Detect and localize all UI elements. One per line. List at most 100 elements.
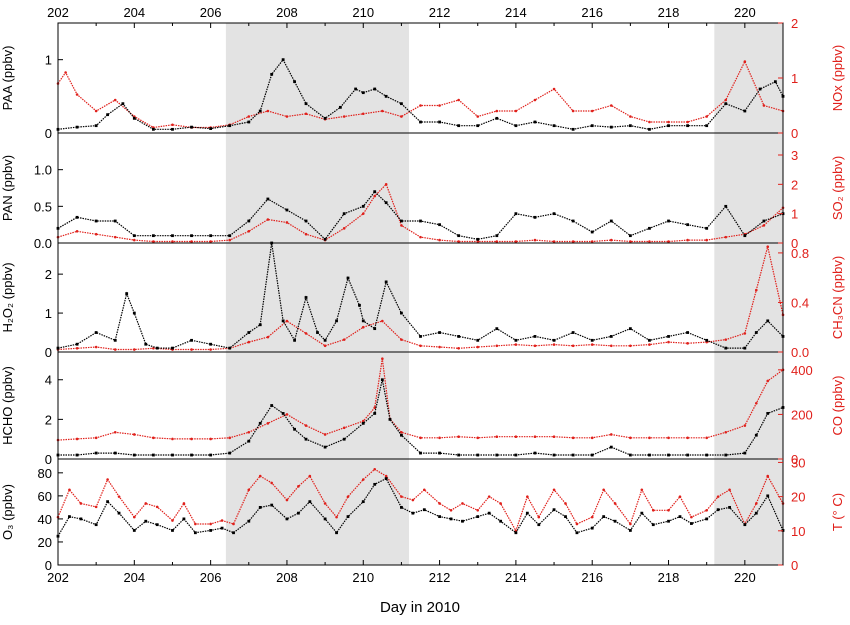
panel-4-right-point xyxy=(552,488,556,492)
panel-0-right-point xyxy=(361,112,365,116)
panel-3-right-tick-label: 200 xyxy=(791,407,813,422)
panel-3-left-point xyxy=(571,453,575,457)
panel-0-left-point xyxy=(514,124,518,128)
panel-3-right-point xyxy=(629,436,632,440)
panel-4-right-point xyxy=(602,488,605,492)
panel-4-left-point xyxy=(590,526,594,530)
panel-0-right-point xyxy=(266,109,270,113)
panel-3-left-point xyxy=(113,451,117,455)
panel-4-left-point xyxy=(346,515,350,519)
x-tick-label-top: 216 xyxy=(581,5,603,20)
panel-3-right-point xyxy=(247,430,251,434)
panel-1-right-series-line xyxy=(57,183,784,243)
panel-2-left-point xyxy=(144,342,148,346)
panel-0-left-point xyxy=(686,124,690,128)
panel-4-right-point xyxy=(461,502,464,505)
x-tick-label-bottom: 212 xyxy=(429,570,451,585)
panel-2-left-point xyxy=(94,331,98,334)
panel-0-left-point xyxy=(121,102,125,106)
panel-3-left-point xyxy=(281,412,285,415)
x-tick-label-bottom: 208 xyxy=(276,570,298,585)
panel-1-left-point xyxy=(373,190,377,194)
panel-3-right-point xyxy=(190,437,193,441)
panel-3-right-point xyxy=(457,435,460,439)
panel-1-right-tick-label: 2 xyxy=(791,177,798,192)
panel-4-left-point xyxy=(323,517,327,521)
panel-4-left-point xyxy=(678,515,682,519)
panel-0-left-point xyxy=(106,113,110,117)
panel-2-right-point xyxy=(686,342,689,345)
panel-4-right-point xyxy=(68,488,71,492)
panel-1-left-tick-label: 0.0 xyxy=(34,236,52,251)
panel-3-left-point xyxy=(373,412,377,415)
panel-3-left-tick-label: 4 xyxy=(45,373,52,388)
panel-4-right-point xyxy=(209,522,212,526)
panel-4-right-point xyxy=(449,508,453,512)
panel-1-right-point xyxy=(609,238,613,242)
panel-4-right-point xyxy=(613,502,617,505)
panel-4-left-point xyxy=(411,511,415,515)
panel-0-left-point xyxy=(438,120,441,124)
panel-2-right-point xyxy=(94,345,98,349)
panel-1-left-point xyxy=(724,204,728,208)
panel-4-left-point xyxy=(117,511,121,515)
panel-0-left-point xyxy=(384,94,388,98)
panel-0-right-point xyxy=(419,104,422,107)
panel-2-left-point xyxy=(113,338,117,342)
panel-4-right-point xyxy=(258,474,262,478)
panel-4-right-point xyxy=(526,495,529,498)
panel-0-left-point xyxy=(400,102,403,106)
panel-2-right-point xyxy=(266,335,270,339)
panel-1-right-tick-label: 0 xyxy=(791,236,798,251)
panel-4-left-point xyxy=(400,505,403,509)
panel-0-left-point xyxy=(743,109,747,113)
panel-1-right-point xyxy=(152,240,155,243)
panel-3-left-point xyxy=(457,453,461,457)
panel-1-right-point xyxy=(94,232,98,236)
panel-2-right-series-line xyxy=(57,246,784,351)
panel-3-right-point xyxy=(361,419,365,423)
panel-2-left-tick-label: 0 xyxy=(45,345,52,360)
panel-4-left-tick-label: 0 xyxy=(45,558,52,573)
panel-1-right-tick-label: 3 xyxy=(791,148,798,163)
shaded-region-0 xyxy=(225,23,410,565)
panel-1-right-point xyxy=(667,240,670,243)
panel-3-right-point xyxy=(342,426,346,430)
panel-4-right-point xyxy=(117,495,121,498)
x-tick-label-top: 220 xyxy=(734,5,756,20)
panel-4-right-point xyxy=(182,502,186,505)
panel-3-right-axis-label: CO (ppbv) xyxy=(830,376,845,436)
x-tick-label-bottom: 202 xyxy=(47,570,69,585)
x-tick-label-top: 208 xyxy=(276,5,298,20)
panel-4-right-point xyxy=(335,515,338,519)
panel-0-right-point xyxy=(438,104,441,107)
panel-2-right-point xyxy=(247,340,251,344)
panel-4-left-point xyxy=(232,531,235,535)
panel-4-left-point xyxy=(705,517,709,521)
panel-1-left-point xyxy=(514,212,518,216)
panel-1-right-point xyxy=(762,224,766,227)
panel-2-left-point xyxy=(361,319,365,323)
panel-3-left-point xyxy=(228,451,232,455)
panel-1-left-point xyxy=(323,237,327,241)
panel-0-left-point xyxy=(75,125,79,129)
panel-4-left-tick-label: 20 xyxy=(38,535,52,550)
panel-2-left-axis-label: H₂O₂ (ppbv) xyxy=(0,262,15,332)
panel-0-left-point xyxy=(724,102,728,106)
panel-0-left-point xyxy=(457,124,461,128)
panel-3-right-point xyxy=(133,433,136,436)
panel-4-right-point xyxy=(678,495,682,498)
panel-0-right-point xyxy=(705,115,708,118)
panel-2-left-tick-label: 1 xyxy=(45,306,52,321)
panel-1-left-point xyxy=(762,219,766,223)
panel-0-right-point xyxy=(381,109,384,113)
panel-2-left-point xyxy=(132,311,136,315)
panel-3-right-point xyxy=(75,437,79,441)
panel-1-left-point xyxy=(384,201,388,205)
panel-2-right-point xyxy=(285,319,289,323)
panel-2-right-point xyxy=(514,343,518,346)
x-tick-label-bottom: 218 xyxy=(658,570,680,585)
panel-4-left-point xyxy=(193,531,197,535)
panel-0-right-tick-label: 2 xyxy=(791,16,798,31)
panel-4-right-point xyxy=(384,474,388,478)
